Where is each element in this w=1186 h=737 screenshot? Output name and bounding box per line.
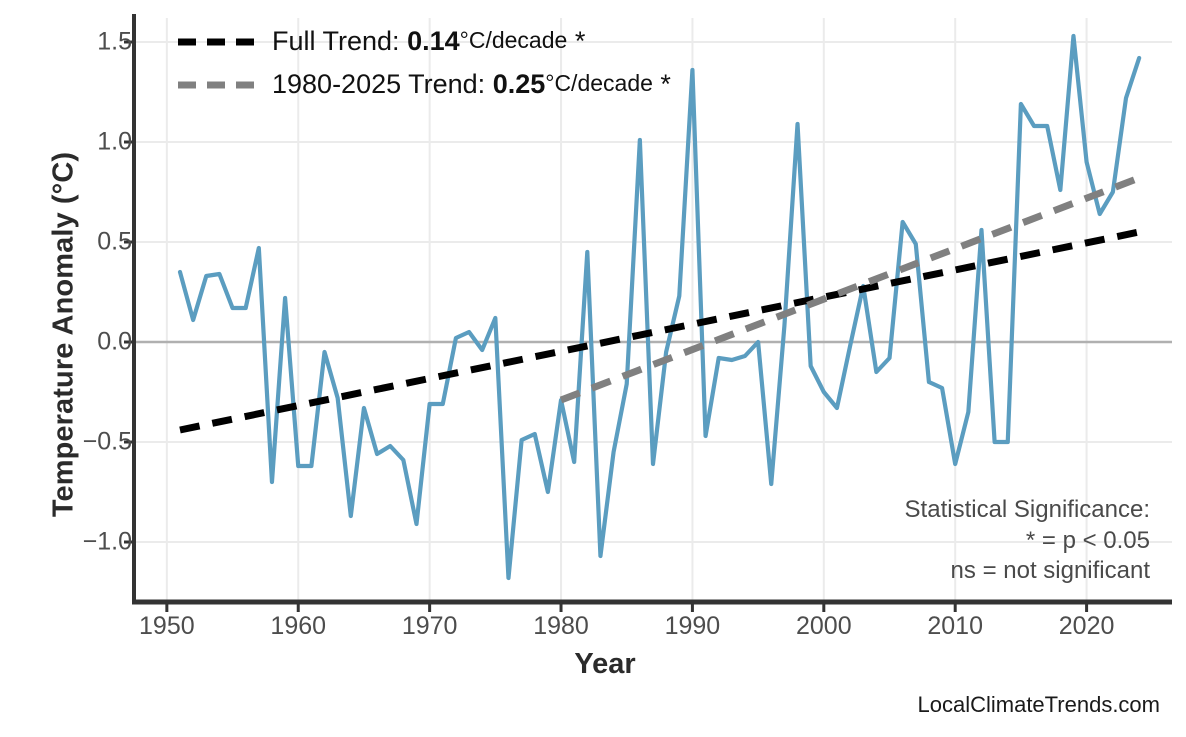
x-tick-label: 2000	[795, 612, 852, 640]
y-tick-label: 1.5	[97, 27, 132, 56]
x-axis-title: Year	[0, 648, 1186, 681]
legend-item-full-trend: Full Trend: 0.14°C/decade *	[176, 28, 671, 55]
legend-full-trend-name: Full Trend:	[272, 26, 400, 56]
significance-note-line-1: Statistical Significance:	[904, 496, 1150, 523]
y-tick-label: −0.5	[82, 427, 132, 456]
legend-full-trend-sig: *	[574, 26, 586, 56]
axis-tick-marks	[124, 40, 1089, 612]
y-tick-label: 1.0	[97, 127, 132, 156]
y-tick-label: 0.5	[97, 227, 132, 256]
x-tick-label: 2010	[927, 612, 983, 640]
y-tick-label: −1.0	[82, 527, 132, 556]
axis-lines	[132, 14, 1172, 605]
legend-full-trend-value: 0.14	[407, 26, 460, 56]
legend-recent-trend-unit: °C/decade	[545, 70, 653, 97]
x-tick-label: 1960	[270, 612, 327, 640]
legend-swatch-full-trend	[178, 38, 256, 45]
legend-full-trend-unit: °C/decade	[459, 27, 568, 54]
legend-recent-trend-name: 1980-2025 Trend:	[272, 69, 486, 99]
legend-item-recent-trend: 1980-2025 Trend: 0.25°C/decade *	[176, 71, 671, 98]
temperature-anomaly-line	[177, 33, 1142, 581]
x-tick-label: 1970	[401, 612, 458, 640]
y-tick-label: 0.0	[97, 327, 132, 356]
significance-note-line-2: * = p < 0.05	[1025, 526, 1150, 554]
legend-swatch-recent-trend	[178, 81, 256, 88]
legend-label-recent-trend: 1980-2025 Trend: 0.25°C/decade *	[272, 71, 671, 98]
significance-note-line-3: ns = not significant	[950, 557, 1150, 585]
x-axis-title-text: Year	[574, 648, 636, 680]
significance-note: Statistical Significance: * = p < 0.05 n…	[905, 495, 1150, 587]
legend-label-full-trend: Full Trend: 0.14°C/decade *	[272, 28, 585, 55]
x-tick-label: 1990	[664, 612, 721, 640]
legend: Full Trend: 0.14°C/decade * 1980-2025 Tr…	[176, 28, 671, 98]
legend-recent-trend-sig: *	[660, 69, 671, 99]
trend-lines	[179, 174, 1141, 434]
legend-recent-trend-value: 0.25	[492, 69, 546, 99]
x-tick-label: 1980	[533, 612, 589, 640]
x-tick-label: 1950	[139, 612, 195, 640]
footer-attribution: LocalClimateTrends.com	[917, 692, 1161, 717]
x-tick-label: 2020	[1058, 612, 1115, 640]
